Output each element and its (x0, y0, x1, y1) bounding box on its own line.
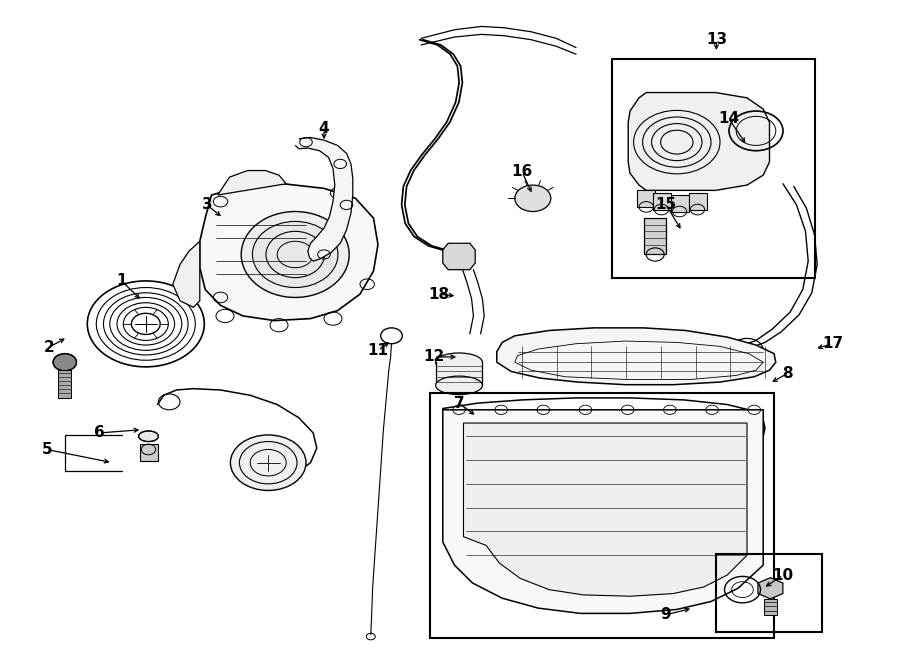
Text: 18: 18 (428, 287, 450, 301)
Ellipse shape (241, 212, 349, 297)
Bar (140, 444, 158, 461)
Circle shape (515, 185, 551, 212)
Text: 10: 10 (772, 568, 794, 582)
Bar (764, 599, 777, 615)
Text: 9: 9 (661, 607, 671, 622)
Text: 11: 11 (367, 343, 389, 358)
Ellipse shape (436, 353, 482, 371)
Text: 2: 2 (44, 340, 55, 354)
Text: 14: 14 (718, 112, 740, 126)
Polygon shape (218, 171, 286, 195)
Bar (436, 362, 482, 385)
Bar (716, 554, 822, 632)
Text: 3: 3 (202, 198, 212, 212)
Text: 16: 16 (511, 165, 533, 179)
Polygon shape (443, 243, 475, 270)
Polygon shape (200, 184, 378, 321)
Polygon shape (443, 410, 763, 613)
Bar (637, 190, 655, 207)
Ellipse shape (252, 221, 338, 288)
Text: 1: 1 (116, 274, 127, 288)
Text: 4: 4 (319, 122, 329, 136)
Circle shape (53, 354, 76, 371)
Text: 15: 15 (655, 198, 677, 212)
Bar (430, 393, 774, 638)
Polygon shape (464, 423, 747, 596)
Polygon shape (173, 241, 200, 307)
Ellipse shape (139, 431, 158, 442)
Bar (670, 195, 688, 212)
Polygon shape (758, 578, 783, 599)
Circle shape (230, 435, 306, 490)
Text: 13: 13 (706, 32, 727, 47)
Text: 6: 6 (94, 426, 104, 440)
Polygon shape (497, 328, 776, 385)
Bar (644, 218, 666, 254)
Polygon shape (628, 93, 770, 190)
Text: 7: 7 (454, 396, 464, 410)
Bar (612, 59, 814, 278)
Polygon shape (295, 137, 353, 261)
Text: 12: 12 (423, 350, 445, 364)
Bar (688, 193, 706, 210)
Text: 5: 5 (41, 442, 52, 457)
Text: 8: 8 (782, 366, 793, 381)
Bar (58, 370, 71, 398)
Text: 17: 17 (822, 336, 843, 351)
Ellipse shape (436, 376, 482, 395)
Bar (652, 193, 670, 210)
